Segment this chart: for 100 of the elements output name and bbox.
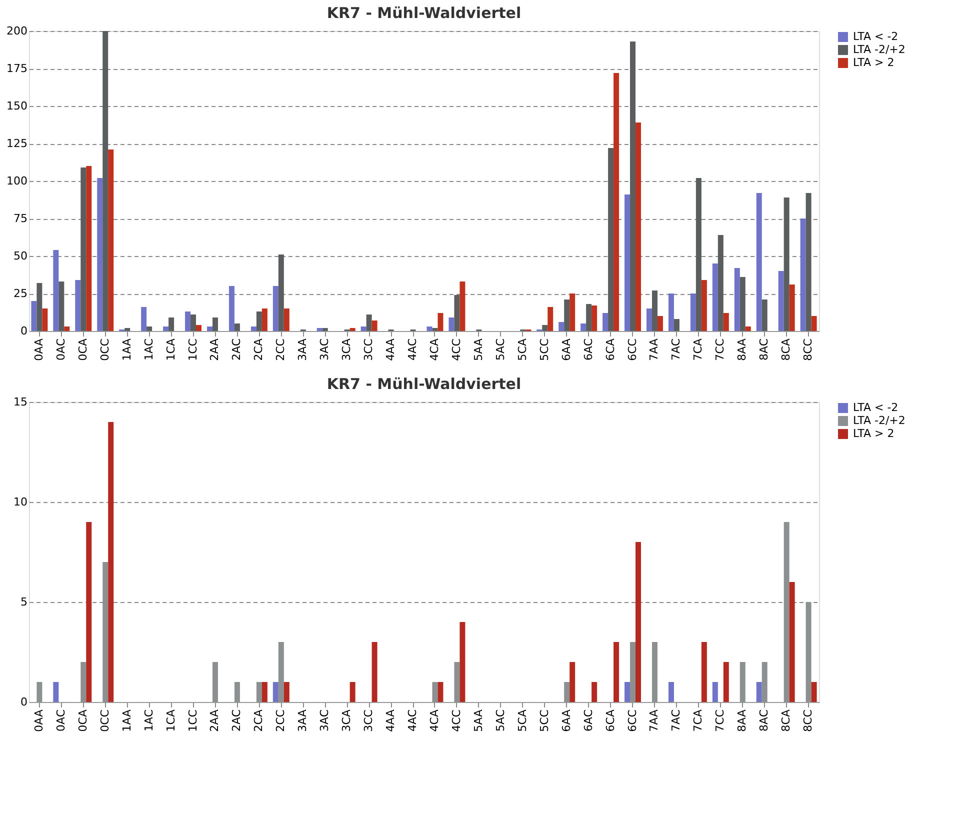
x-tick-label: 3CC	[362, 709, 376, 732]
x-tick-label: 2AC	[230, 338, 244, 361]
bar	[108, 150, 114, 331]
x-tick-label: 8CA	[780, 338, 793, 361]
x-tick-label: 3CC	[362, 338, 376, 361]
bar	[80, 168, 86, 331]
bar	[58, 282, 64, 331]
x-tick-label: 0CA	[76, 338, 90, 361]
x-tick-label: 5CC	[538, 709, 551, 732]
bar	[196, 325, 202, 331]
bar	[592, 306, 598, 331]
y-tick-label: 100	[6, 174, 28, 188]
x-tick-label: 5CA	[516, 338, 529, 361]
bar	[272, 682, 278, 702]
bar	[438, 682, 444, 702]
x-tick-label: 8CC	[802, 338, 815, 361]
x-tick-label: 7AC	[670, 709, 683, 732]
x-tick-label: 7CC	[714, 338, 727, 361]
bar	[322, 328, 328, 331]
bar	[690, 294, 696, 331]
x-tick-label: 3CA	[340, 709, 354, 732]
x-tick-label: 0CA	[76, 709, 90, 732]
x-tick-label: 2AC	[230, 709, 244, 732]
x-tick-label: 1AA	[120, 338, 134, 361]
bar	[674, 319, 680, 331]
bar	[102, 31, 108, 331]
bar	[31, 301, 37, 331]
bar	[652, 290, 658, 331]
bar	[811, 316, 817, 331]
bar	[602, 313, 608, 331]
x-tick-label: 4CC	[450, 338, 463, 361]
x-tick-label: 1CC	[186, 338, 200, 361]
x-tick-label: 3AC	[318, 338, 332, 361]
bar	[146, 326, 152, 331]
bar	[212, 318, 218, 331]
y-tick-label: 50	[14, 250, 28, 262]
bar	[756, 193, 762, 331]
bar	[784, 198, 790, 331]
bar	[668, 294, 674, 331]
y-tick-label: 200	[6, 24, 28, 38]
chart-title: KR7 - Mühl-Waldviertel	[326, 375, 522, 393]
bar	[262, 308, 268, 331]
bar	[570, 662, 576, 702]
bar	[372, 642, 378, 702]
x-tick-label: 2CC	[274, 709, 288, 732]
bar	[163, 326, 169, 331]
bar	[614, 642, 620, 702]
bar	[86, 166, 92, 331]
bar	[558, 322, 564, 331]
bar	[372, 320, 378, 331]
bar	[86, 522, 92, 702]
bar	[712, 682, 718, 702]
bar	[723, 662, 729, 702]
bar	[646, 308, 652, 331]
bar	[624, 194, 630, 331]
legend-label: LTA -2/+2	[853, 43, 906, 56]
bar	[668, 682, 674, 702]
bar	[701, 642, 707, 702]
x-tick-label: 2CA	[252, 338, 266, 361]
y-tick-label: 5	[20, 596, 28, 608]
x-tick-label: 6CC	[626, 709, 639, 732]
bar	[778, 271, 784, 331]
bar	[580, 324, 586, 331]
bar	[206, 326, 212, 331]
bar	[762, 300, 768, 331]
x-tick-label: 1CA	[164, 709, 178, 732]
bar	[454, 295, 460, 331]
bar	[696, 178, 702, 331]
x-tick-label: 6CA	[604, 709, 617, 732]
x-tick-label: 0AC	[54, 338, 68, 361]
bar	[636, 122, 642, 331]
x-tick-label: 4AC	[406, 338, 420, 361]
x-tick-label: 1AC	[142, 338, 156, 361]
x-tick-label: 0CC	[98, 338, 112, 361]
bar	[745, 326, 751, 331]
bar	[624, 682, 630, 702]
bar	[723, 313, 729, 331]
x-tick-label: 2AA	[208, 338, 222, 361]
bar	[811, 682, 817, 702]
y-tick-label: 125	[6, 137, 28, 150]
bar	[718, 235, 724, 331]
x-tick-label: 5AA	[472, 338, 485, 361]
bar	[350, 328, 356, 331]
x-tick-label: 6CC	[626, 338, 639, 361]
legend-label: LTA > 2	[853, 427, 894, 440]
bar	[701, 280, 707, 331]
x-tick-label: 2CA	[252, 709, 266, 732]
x-tick-label: 4CC	[450, 709, 463, 732]
legend-label: LTA > 2	[853, 56, 894, 69]
x-tick-label: 8AA	[736, 709, 749, 732]
x-tick-label: 7AA	[648, 338, 661, 361]
bar	[42, 308, 48, 331]
bar	[432, 328, 438, 331]
x-tick-label: 7AA	[648, 709, 661, 732]
x-tick-label: 4AA	[384, 338, 398, 361]
legend-label: LTA -2/+2	[853, 414, 906, 427]
bar	[64, 326, 70, 331]
bar	[53, 682, 59, 702]
x-tick-label: 0AC	[54, 709, 68, 732]
y-tick-label: 0	[20, 324, 28, 338]
